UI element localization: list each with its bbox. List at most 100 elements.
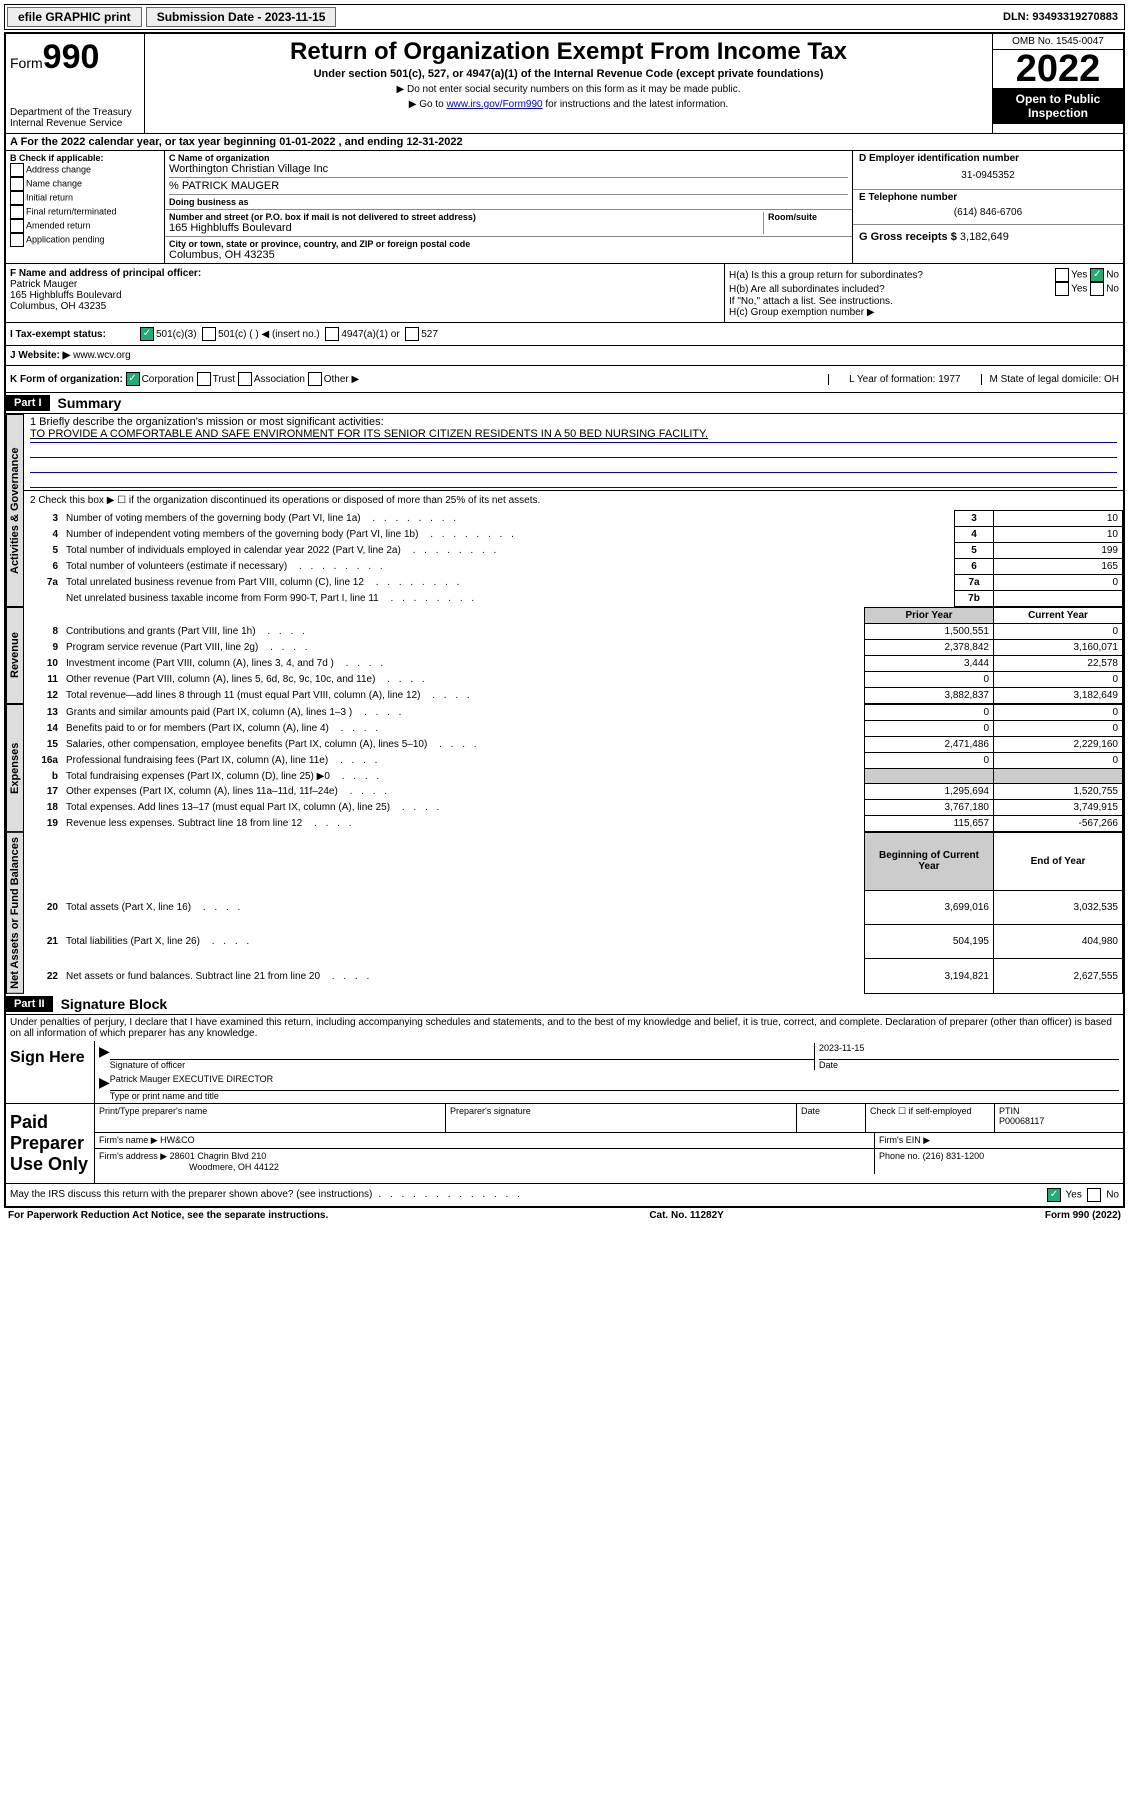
dln-label: DLN: 93493319270883 [997,9,1124,25]
may-irs-discuss: May the IRS discuss this return with the… [10,1189,372,1200]
footer-right: Form 990 (2022) [1045,1210,1121,1221]
section-governance: Activities & Governance [6,414,24,607]
state-domicile: M State of legal domicile: OH [981,374,1120,385]
check-self-employed[interactable]: Check ☐ if self-employed [866,1104,995,1132]
declaration-text: Under penalties of perjury, I declare th… [6,1015,1123,1041]
col-h-group: H(a) Is this a group return for subordin… [725,264,1123,322]
firm-phone: (216) 831-1200 [923,1151,985,1161]
net-assets-table: Beginning of Current Year End of Year20 … [24,832,1123,994]
mission-blank-3 [30,473,1117,488]
officer-label: F Name and address of principal officer: [10,268,720,279]
part-ii-header: Part II [6,996,53,1012]
firm-addr2: Woodmere, OH 44122 [99,1162,870,1172]
form-label: Form [10,55,43,71]
signature-line[interactable] [110,1043,814,1060]
h-b-label: H(b) Are all subordinates included? [729,284,885,295]
city-state-zip: Columbus, OH 43235 [169,249,848,261]
check-527[interactable] [405,327,419,341]
prep-date-label: Date [797,1104,866,1132]
mission-blank-2 [30,458,1117,473]
prep-sig-label: Preparer's signature [450,1106,792,1116]
check-name-change[interactable]: Name change [10,177,160,191]
footer-mid: Cat. No. 11282Y [649,1210,723,1221]
year-cell: OMB No. 1545-0047 2022 Open to Public In… [992,34,1123,133]
check-501c3[interactable]: ✓ [140,327,154,341]
col-f-officer: F Name and address of principal officer:… [6,264,725,322]
part-ii-title: Signature Block [53,994,176,1014]
website-label: J Website: ▶ [10,350,70,361]
h-c-label: H(c) Group exemption number ▶ [729,307,1119,318]
phone-label: E Telephone number [859,192,1117,203]
efile-print-button[interactable]: efile GRAPHIC print [7,7,142,27]
h-a-label: H(a) Is this a group return for subordin… [729,270,923,281]
check-final-return[interactable]: Final return/terminated [10,205,160,219]
tax-year: 2022 [993,50,1123,88]
ein-value: 31-0945352 [859,164,1117,187]
col-c-org-info: C Name of organization Worthington Chris… [165,151,853,263]
submission-date-button[interactable]: Submission Date - 2023-11-15 [146,7,337,27]
dots: . . . . . . . . . . . . . [372,1189,528,1200]
row-i-tax-status: I Tax-exempt status: ✓ 501(c)(3) 501(c) … [6,323,1123,346]
org-name-label: C Name of organization [169,153,848,163]
col-b-checkboxes: B Check if applicable: Address change Na… [6,151,165,263]
irs-link[interactable]: www.irs.gov/Form990 [446,99,542,110]
form-title: Return of Organization Exempt From Incom… [151,38,986,66]
firm-addr1: 28601 Chagrin Blvd 210 [170,1151,267,1161]
col-d-e-g: D Employer identification number 31-0945… [853,151,1123,263]
check-other[interactable] [308,372,322,386]
dept-label: Department of the Treasury Internal Reve… [10,107,140,129]
firm-name-label: Firm's name ▶ [99,1135,158,1145]
firm-addr-label: Firm's address ▶ [99,1151,167,1161]
ein-label: D Employer identification number [859,153,1117,164]
officer-name: Patrick Mauger [10,279,720,290]
website-url: www.wcv.org [73,350,131,361]
gross-receipts-value: 3,182,649 [960,231,1009,243]
ptin-value: P00068117 [999,1116,1119,1126]
check-address-change[interactable]: Address change [10,163,160,177]
prep-name-label: Print/Type preparer's name [99,1106,441,1116]
section-net-assets: Net Assets or Fund Balances [6,832,24,994]
mission-blank-1 [30,443,1117,458]
sig-officer-label: Signature of officer [110,1060,814,1070]
form-number-cell: Form990 Department of the Treasury Inter… [6,34,145,133]
top-toolbar: efile GRAPHIC print Submission Date - 20… [4,4,1125,30]
check-501c[interactable] [202,327,216,341]
check-4947[interactable] [325,327,339,341]
part-i-title: Summary [50,393,130,413]
tax-status-label: I Tax-exempt status: [10,329,140,340]
page-footer: For Paperwork Reduction Act Notice, see … [4,1208,1125,1223]
revenue-table: Prior Year Current Year8 Contributions a… [24,607,1123,704]
check-corporation[interactable]: ✓ [126,372,140,386]
form-note-2: ▶ Go to www.irs.gov/Form990 for instruct… [151,99,986,110]
care-of: % PATRICK MAUGER [169,177,848,192]
sig-date-label: Date [819,1060,1119,1070]
street-address: 165 Highbluffs Boulevard [169,222,763,234]
form-note-1: ▶ Do not enter social security numbers o… [151,84,986,95]
expenses-table: 13 Grants and similar amounts paid (Part… [24,704,1123,832]
check-amended[interactable]: Amended return [10,219,160,233]
row-a-tax-year: A For the 2022 calendar year, or tax yea… [6,134,1123,151]
dba-label: Doing business as [169,194,848,207]
sig-date-value: 2023-11-15 [819,1043,1119,1060]
ptin-label: PTIN [999,1106,1119,1116]
col-b-label: B Check if applicable: [10,153,160,163]
h-a-no: No [1106,270,1119,281]
form-title-cell: Return of Organization Exempt From Incom… [145,34,992,133]
governance-table: 3 Number of voting members of the govern… [24,510,1123,607]
row-j-website: J Website: ▶ www.wcv.org [6,346,1123,366]
h-b-note: If "No," attach a list. See instructions… [729,296,1119,307]
check-initial-return[interactable]: Initial return [10,191,160,205]
check-trust[interactable] [197,372,211,386]
check-yes[interactable]: ✓ [1047,1188,1061,1202]
gross-receipts-label: G Gross receipts $ [859,231,957,243]
line2-text: 2 Check this box ▶ ☐ if the organization… [24,491,1123,510]
line1-label: 1 Briefly describe the organization's mi… [30,416,1117,428]
year-formation: L Year of formation: 1977 [828,374,980,385]
part-i-header: Part I [6,395,50,411]
arrow-icon: ▶ [99,1043,110,1070]
firm-name: HW&CO [160,1135,195,1145]
check-association[interactable] [238,372,252,386]
check-application-pending[interactable]: Application pending [10,233,160,247]
check-no[interactable] [1087,1188,1101,1202]
paid-preparer-label: Paid Preparer Use Only [6,1104,95,1183]
